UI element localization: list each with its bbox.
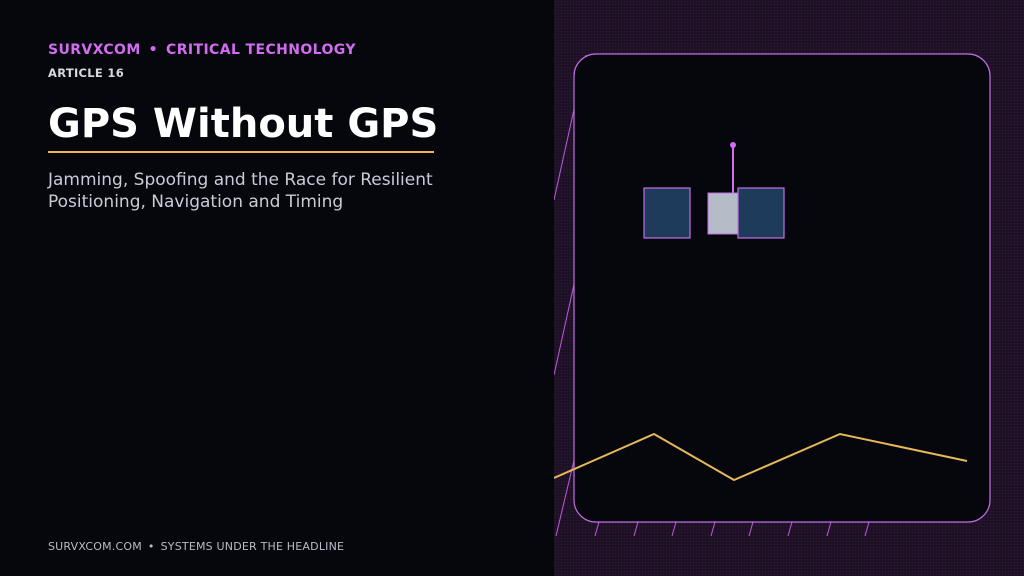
footer-tagline: SYSTEMS UNDER THE HEADLINE — [160, 540, 345, 553]
kicker-separator: • — [148, 42, 159, 58]
subtitle-line: Positioning, Navigation and Timing — [48, 192, 344, 212]
footer-site: SURVXCOM.COM — [48, 540, 142, 553]
category-label: CRITICAL TECHNOLOGY — [166, 42, 356, 58]
page-title: GPS Without GPS — [48, 101, 439, 147]
article-number: ARTICLE 16 — [48, 66, 124, 80]
brand-label: SURVXCOM — [48, 42, 141, 58]
footer-separator: • — [147, 540, 155, 553]
illustration-card — [573, 53, 991, 523]
illustration-art — [554, 53, 991, 537]
footer: SURVXCOM.COM • SYSTEMS UNDER THE HEADLINE — [48, 540, 344, 553]
subtitle-line: Jamming, Spoofing and the Race for Resil… — [48, 170, 433, 190]
hatch-lines-bottom — [594, 521, 870, 537]
subtitle: Jamming, Spoofing and the Race for Resil… — [48, 169, 518, 213]
satellite-icon — [643, 142, 785, 239]
title-underline — [48, 151, 434, 153]
signal-trace-line — [554, 432, 968, 482]
illustration-panel — [554, 0, 1024, 576]
text-panel — [0, 0, 554, 576]
kicker: SURVXCOM • CRITICAL TECHNOLOGY — [48, 42, 356, 58]
